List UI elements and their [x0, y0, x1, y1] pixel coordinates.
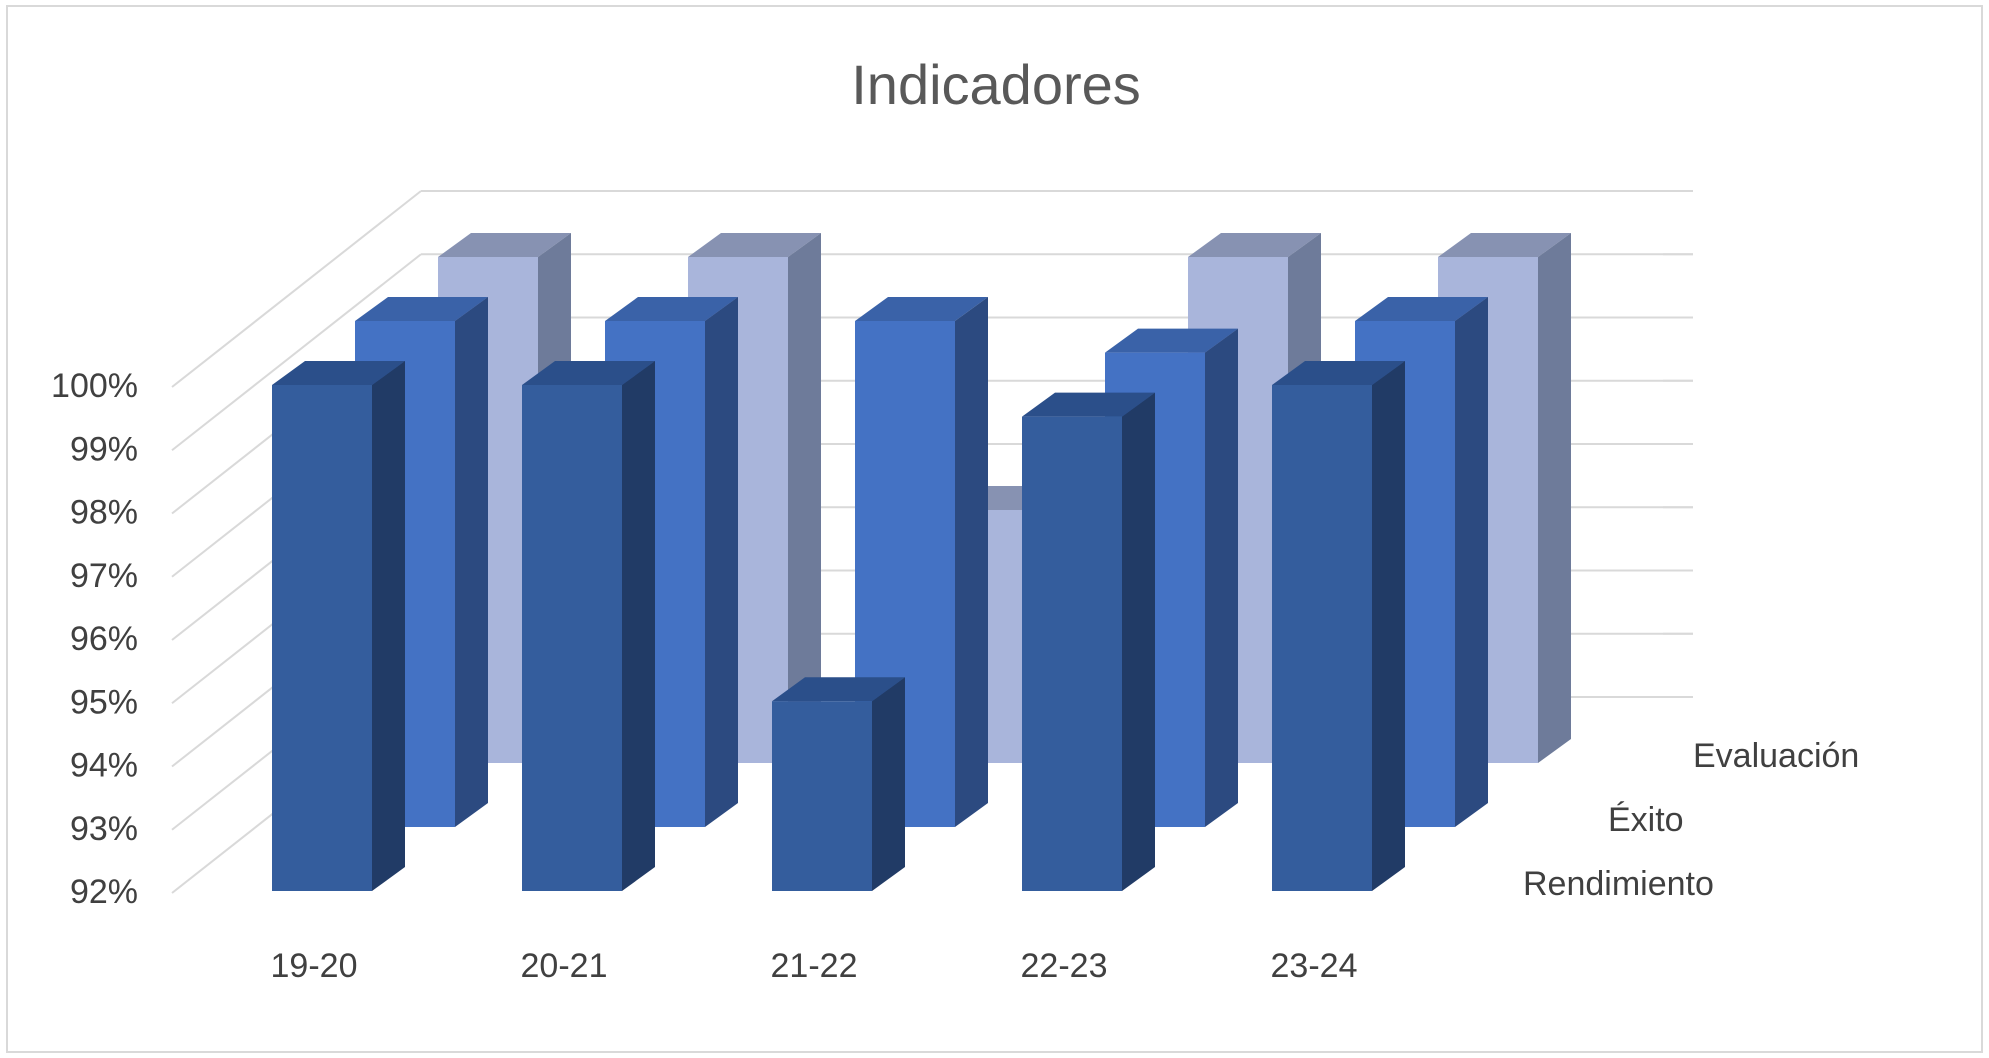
x-category-label: 21-22 [771, 947, 858, 985]
bar-top-face [1105, 328, 1238, 353]
y-tick-label: 97% [70, 557, 138, 595]
bar-top-face [855, 297, 988, 321]
bar-top-face [1022, 392, 1155, 417]
y-tick-label: 95% [70, 683, 138, 721]
bar-top-face [1355, 297, 1488, 321]
bar-rendimiento-19-20 [272, 361, 405, 891]
bar-top-face [1438, 233, 1571, 257]
y-tick-label: 98% [70, 494, 138, 532]
bar-top-face [772, 677, 905, 702]
series-label: Rendimiento [1523, 865, 1714, 903]
bar-top-face [688, 233, 821, 257]
bar-top-face [355, 297, 488, 321]
bar-rendimiento-22-23 [1022, 392, 1155, 891]
y-tick-label: 93% [70, 810, 138, 848]
bar-side-face [788, 233, 821, 763]
y-tick-label: 100% [51, 367, 138, 405]
bar-front-face [772, 701, 872, 891]
bar-side-face [1455, 297, 1488, 827]
bar-top-face [1188, 233, 1321, 257]
bar-top-face [522, 361, 655, 385]
y-tick-label: 92% [70, 873, 138, 911]
series-label: Evaluación [1693, 737, 1859, 775]
bar-side-face [455, 297, 488, 827]
series-label: Éxito [1608, 801, 1684, 839]
x-category-label: 20-21 [521, 947, 608, 985]
x-category-label: 22-23 [1021, 947, 1108, 985]
y-tick-label: 96% [70, 620, 138, 658]
bar-side-face [872, 677, 905, 891]
bar-top-face [272, 361, 405, 385]
bar-rendimiento-23-24 [1272, 361, 1405, 891]
bar-rendimiento-20-21 [522, 361, 655, 891]
bar-front-face [1022, 416, 1122, 891]
chart-frame: Indicadores 92% 93% 94% 95% 96% 97% 98% 99% 100%… [6, 5, 1983, 1053]
chart-title: Indicadores [851, 53, 1141, 116]
bar-rendimiento-21-22 [772, 677, 905, 891]
bar-top-face [1272, 361, 1405, 385]
side-gridline [171, 190, 422, 388]
y-tick-label: 99% [70, 430, 138, 468]
bar-side-face [955, 297, 988, 827]
chart-canvas: Indicadores 92% 93% 94% 95% 96% 97% 98% 99% 100%… [51, 53, 1859, 985]
bar-side-face [372, 361, 405, 891]
bar-front-face [272, 385, 372, 891]
y-tick-label: 94% [70, 747, 138, 785]
bar-side-face [1372, 361, 1405, 891]
bar-front-face [1272, 385, 1372, 891]
x-category-label: 23-24 [1271, 947, 1358, 985]
x-category-label: 19-20 [271, 947, 358, 985]
bar-front-face [522, 385, 622, 891]
bar-side-face [1205, 328, 1238, 827]
bar-top-face [438, 233, 571, 257]
bar-side-face [1538, 233, 1571, 763]
bar-side-face [705, 297, 738, 827]
side-gridline [171, 253, 422, 452]
bar-side-face [1122, 392, 1155, 891]
bar-side-face [622, 361, 655, 891]
bar-top-face [605, 297, 738, 321]
